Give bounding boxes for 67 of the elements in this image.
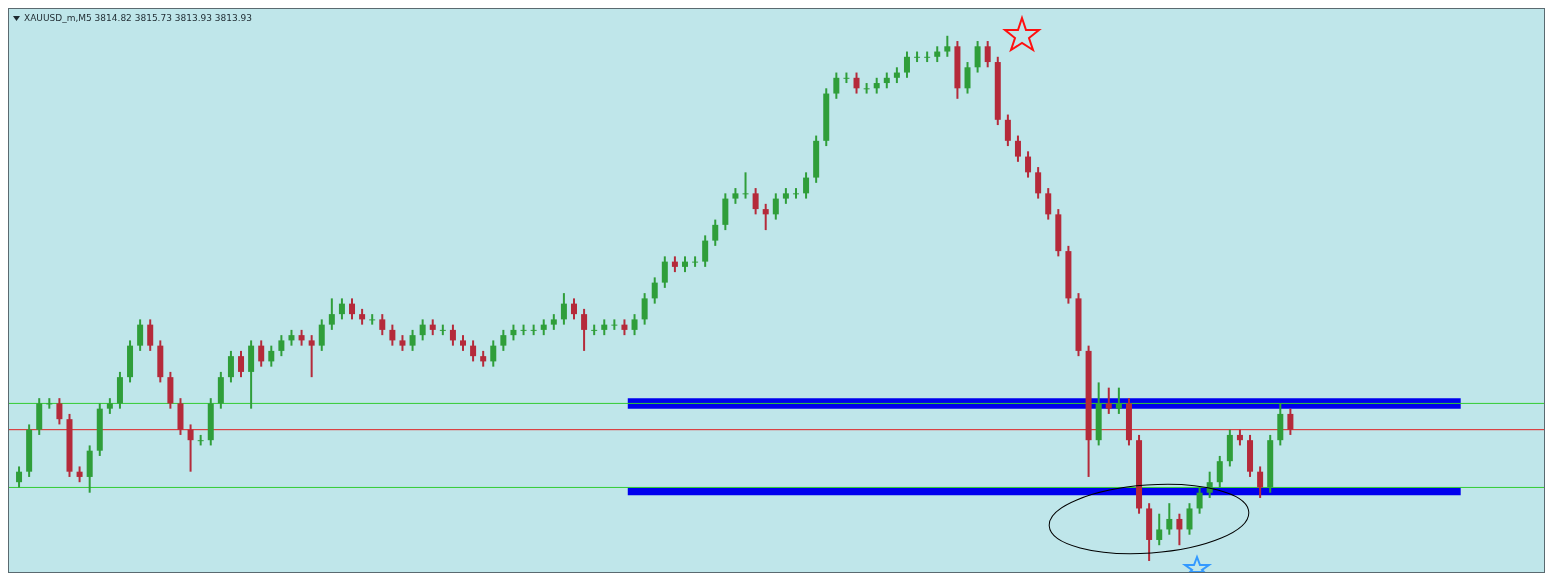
candlestick (1287, 407, 1294, 436)
candlestick (1196, 486, 1203, 515)
candlestick (1166, 502, 1173, 536)
candlestick (984, 40, 991, 69)
candlestick (863, 82, 870, 95)
candlestick (318, 318, 325, 352)
candlestick (752, 187, 759, 216)
candlestick (56, 397, 63, 426)
candlestick (581, 307, 588, 352)
candlestick (46, 397, 53, 410)
candlestick (702, 234, 709, 268)
candlestick (833, 71, 840, 100)
candlestick (641, 292, 648, 326)
candlestick (227, 349, 234, 384)
candlestick (692, 255, 699, 268)
candlestick (278, 334, 285, 358)
candlestick (1206, 470, 1213, 499)
candlestick (631, 313, 638, 337)
candlestick (1045, 187, 1052, 221)
candlestick (712, 218, 719, 247)
candlestick (1186, 502, 1193, 536)
candlestick (349, 297, 356, 321)
candlestick (470, 339, 477, 363)
candlestick (1004, 113, 1011, 148)
candlestick (1035, 166, 1042, 200)
candlestick (792, 187, 799, 200)
candlestick (611, 318, 618, 331)
candlestick (147, 318, 154, 352)
candlestick (853, 71, 860, 95)
candlestick (651, 276, 658, 305)
candlestick (369, 313, 376, 326)
candlestick (1257, 465, 1264, 499)
candlestick (500, 328, 507, 352)
candlestick (1014, 134, 1021, 163)
candlestick (560, 292, 567, 326)
candlestick (944, 34, 951, 58)
candlestick (419, 318, 426, 342)
candlestick (328, 297, 335, 331)
candlestick (1115, 386, 1122, 415)
candlestick (449, 323, 456, 347)
chart-title: XAUUSD_m,M5 3814.82 3815.73 3813.93 3813.93 (24, 13, 253, 23)
candlestick (571, 297, 577, 321)
candlestick (16, 465, 23, 489)
candlestick (490, 339, 497, 368)
candlestick (661, 255, 668, 289)
candlestick (1216, 454, 1223, 489)
candlestick (137, 318, 144, 352)
candlestick (1025, 150, 1032, 179)
candlestick (762, 202, 769, 232)
candlestick (1156, 512, 1163, 547)
candlestick (803, 171, 810, 200)
candlestick (308, 334, 315, 379)
candlestick (964, 61, 971, 95)
candlestick (772, 192, 779, 221)
candlestick (1105, 386, 1112, 415)
candlestick (187, 423, 194, 473)
candlestick (1176, 512, 1183, 547)
candlestick (903, 50, 910, 79)
candlestick (742, 171, 749, 200)
candlestick (258, 339, 265, 368)
candlestick (389, 323, 396, 347)
candlestick (268, 344, 275, 368)
candlestick (409, 328, 416, 352)
candlestick (974, 40, 981, 74)
candlestick (338, 297, 345, 321)
candlestick (238, 349, 245, 379)
candlestick (379, 313, 386, 337)
